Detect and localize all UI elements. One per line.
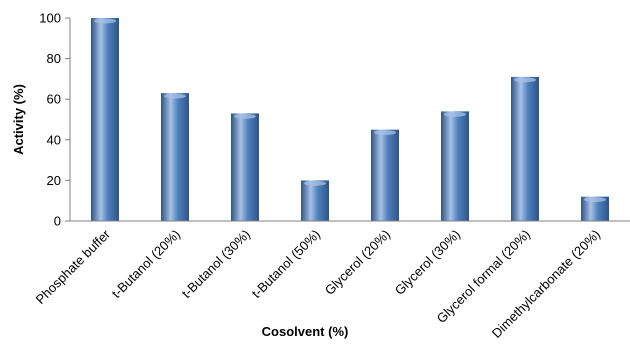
- bar-highlight: [444, 111, 466, 117]
- bar: [511, 76, 539, 222]
- bar-highlight: [584, 197, 606, 203]
- bar-body: [441, 111, 469, 221]
- bar-body: [511, 76, 539, 222]
- x-tick-label: t-Butanol (20%): [109, 227, 183, 301]
- y-tick-label: 0: [54, 214, 61, 229]
- y-tick-label: 80: [47, 51, 61, 66]
- y-tick-label: 60: [47, 92, 61, 107]
- x-tick-label: Phosphate buffer: [33, 226, 114, 307]
- bar: [301, 180, 329, 221]
- y-axis-title: Activity (%): [11, 84, 26, 155]
- bar-body: [301, 180, 329, 221]
- x-tick-label: t-Butanol (50%): [249, 227, 323, 301]
- bar: [91, 18, 119, 221]
- x-tick-label: t-Butanol (30%): [179, 227, 253, 301]
- bar-body: [231, 113, 259, 221]
- bar-highlight: [94, 18, 116, 24]
- bars-group: [91, 18, 609, 222]
- y-ticks-group: 0 20 40 60 80 100: [39, 11, 70, 229]
- bar-highlight: [304, 180, 326, 186]
- bar-body: [161, 93, 189, 221]
- x-tick-label: Glycerol (20%): [322, 227, 393, 298]
- bar: [161, 93, 189, 221]
- y-tick-label: 100: [39, 11, 61, 26]
- bar: [581, 196, 609, 221]
- x-axis-title: Cosolvent (%): [262, 324, 349, 339]
- bar-body: [91, 18, 119, 221]
- bar-highlight: [514, 77, 536, 83]
- y-tick-label: 40: [47, 132, 61, 147]
- y-tick-label: 20: [47, 173, 61, 188]
- bar-highlight: [164, 93, 186, 99]
- bar: [231, 113, 259, 221]
- bar-body: [371, 129, 399, 221]
- bar: [371, 129, 399, 221]
- bar: [441, 111, 469, 221]
- bar-highlight: [234, 113, 256, 119]
- x-tick-label: Glycerol (30%): [392, 227, 463, 298]
- bar-highlight: [374, 130, 396, 136]
